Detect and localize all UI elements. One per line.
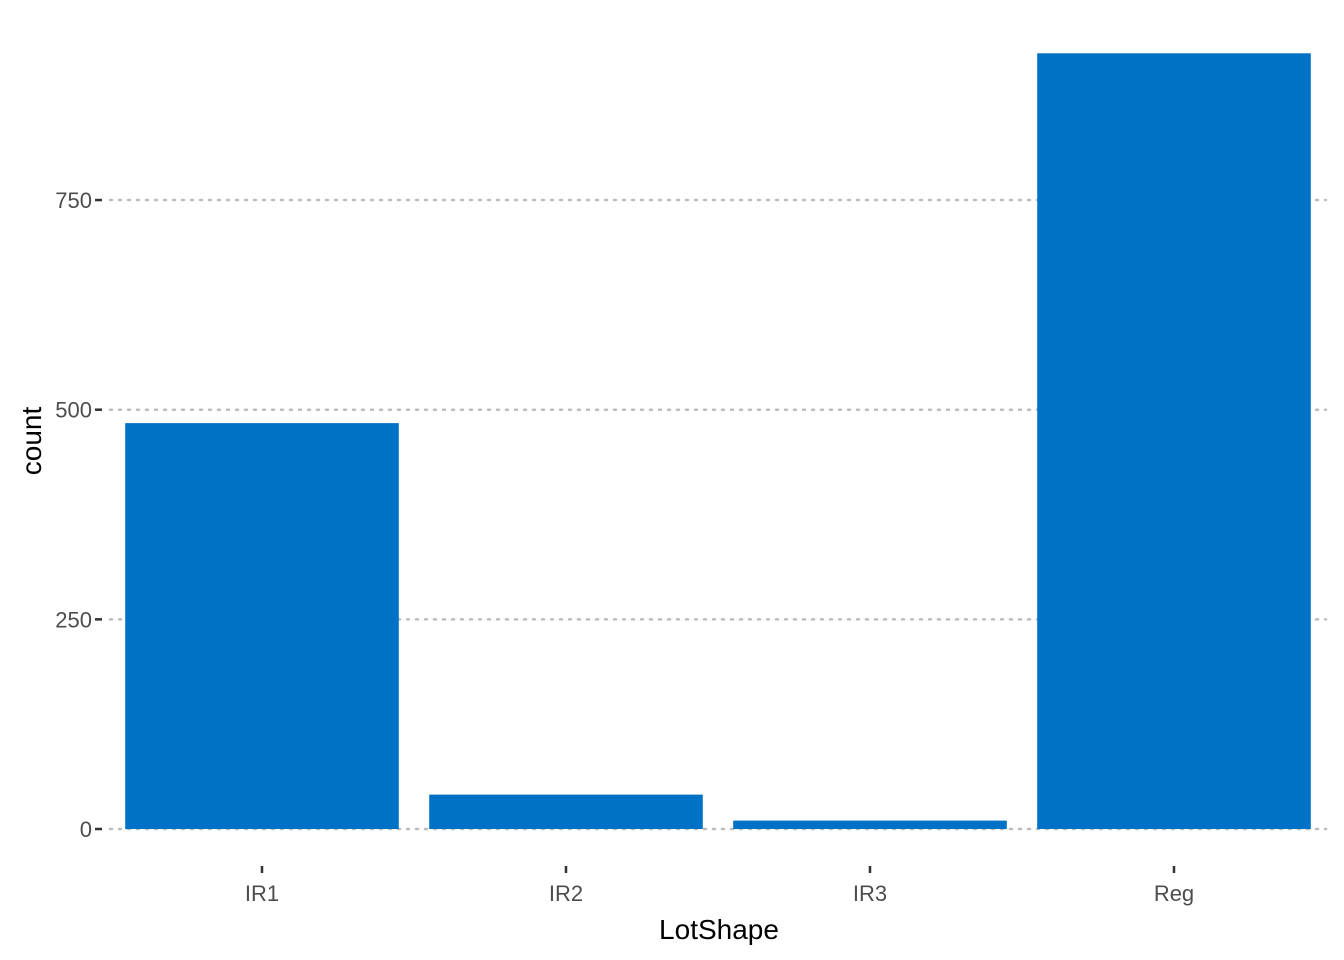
bar-ir1 [125,423,399,829]
x-axis-title: LotShape [659,914,779,945]
bars [125,53,1311,830]
x-tick-label: IR2 [549,881,583,906]
y-tick-label: 750 [55,188,92,213]
y-axis: 0 250 500 750 [55,188,102,842]
y-axis-title: count [16,407,47,476]
x-tick-label: Reg [1154,881,1194,906]
y-tick-label: 0 [80,817,92,842]
x-tick-label: IR1 [245,881,279,906]
x-tick-label: IR3 [853,881,887,906]
x-axis: IR1 IR2 IR3 Reg [245,866,1194,906]
bar-ir2 [429,794,703,829]
y-tick-label: 250 [55,607,92,632]
bar-reg [1037,53,1311,830]
y-tick-label: 500 [55,398,92,423]
bar-ir3 [733,820,1007,829]
